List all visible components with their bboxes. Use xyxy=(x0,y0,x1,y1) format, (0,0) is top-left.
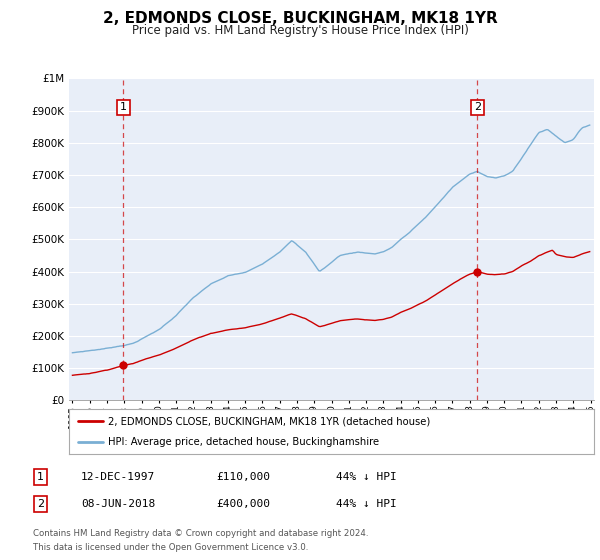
Text: 1: 1 xyxy=(37,472,44,482)
Text: Price paid vs. HM Land Registry's House Price Index (HPI): Price paid vs. HM Land Registry's House … xyxy=(131,24,469,37)
Text: HPI: Average price, detached house, Buckinghamshire: HPI: Average price, detached house, Buck… xyxy=(109,437,380,447)
Text: 08-JUN-2018: 08-JUN-2018 xyxy=(81,499,155,509)
Text: 2: 2 xyxy=(37,499,44,509)
Text: Contains HM Land Registry data © Crown copyright and database right 2024.: Contains HM Land Registry data © Crown c… xyxy=(33,529,368,538)
Text: 44% ↓ HPI: 44% ↓ HPI xyxy=(336,499,397,509)
Text: This data is licensed under the Open Government Licence v3.0.: This data is licensed under the Open Gov… xyxy=(33,543,308,552)
Text: 2, EDMONDS CLOSE, BUCKINGHAM, MK18 1YR: 2, EDMONDS CLOSE, BUCKINGHAM, MK18 1YR xyxy=(103,11,497,26)
Text: 1: 1 xyxy=(120,102,127,113)
Text: 44% ↓ HPI: 44% ↓ HPI xyxy=(336,472,397,482)
Text: £110,000: £110,000 xyxy=(216,472,270,482)
Text: £400,000: £400,000 xyxy=(216,499,270,509)
Text: 12-DEC-1997: 12-DEC-1997 xyxy=(81,472,155,482)
Text: 2, EDMONDS CLOSE, BUCKINGHAM, MK18 1YR (detached house): 2, EDMONDS CLOSE, BUCKINGHAM, MK18 1YR (… xyxy=(109,416,431,426)
Text: 2: 2 xyxy=(474,102,481,113)
